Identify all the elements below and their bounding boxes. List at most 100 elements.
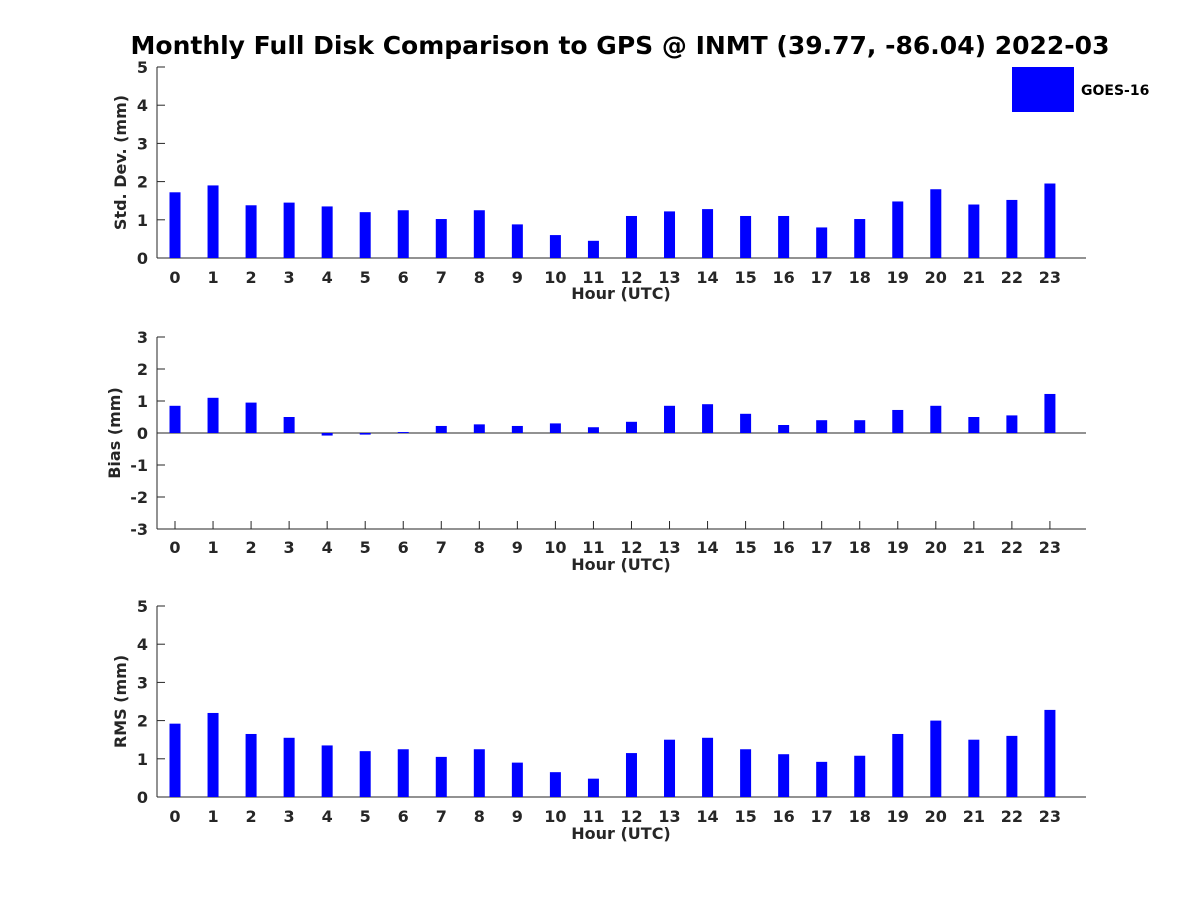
std-dev-x-tick-label: 4 [322,268,333,287]
rms-x-tick-label: 6 [398,807,409,826]
bias-y-tick-label: -1 [130,456,148,475]
rms-y-tick-label: 3 [137,673,148,692]
std-dev-y-tick-label: 2 [137,173,148,192]
std-dev-x-tick-label: 8 [474,268,485,287]
rms-bar [664,739,676,797]
rms-x-tick-label: 1 [207,807,218,826]
rms-x-tick-label: 0 [169,807,180,826]
std-dev-x-tick-label: 19 [887,268,909,287]
rms-x-tick-label: 19 [887,807,909,826]
rms-x-tick-label: 18 [849,807,871,826]
rms-bar [587,778,599,797]
bias-x-tick-label: 0 [169,538,180,557]
rms-x-tick-label: 10 [544,807,566,826]
std-dev-bar [435,219,447,258]
std-dev-x-axis-label: Hour (UTC) [571,284,671,303]
rms-y-tick-label: 5 [137,597,148,616]
rms-bar [549,772,561,797]
bias-bar [740,413,752,433]
std-dev-bar [321,206,333,258]
std-dev-x-tick-label: 23 [1039,268,1061,287]
bias-bar [778,425,790,433]
rms-bar [283,737,295,797]
std-dev-bar [702,209,714,258]
rms-x-tick-label: 14 [696,807,718,826]
bias-x-tick-label: 13 [658,538,680,557]
std-dev-bar [816,227,828,258]
rms-y-tick-label: 2 [137,712,148,731]
bias-bar [511,425,523,433]
std-dev-x-tick-label: 16 [773,268,795,287]
bias-bar [892,409,904,433]
rms-bar [892,733,904,797]
rms-bar [625,753,637,797]
std-dev-x-tick-label: 22 [1001,268,1023,287]
std-dev-x-tick-label: 21 [963,268,985,287]
bias-x-tick-label: 8 [474,538,485,557]
bias-x-tick-label: 17 [811,538,833,557]
rms-y-tick-label: 1 [137,750,148,769]
bias-x-tick-label: 3 [284,538,295,557]
bias-y-tick-label: 3 [137,328,148,347]
rms-x-tick-label: 4 [322,807,333,826]
bias-y-tick-label: 1 [137,392,148,411]
std-dev-y-tick-label: 5 [137,58,148,77]
bias-bar [625,421,637,433]
rms-x-tick-label: 20 [925,807,947,826]
rms-x-tick-label: 5 [360,807,371,826]
std-dev-x-tick-label: 18 [849,268,871,287]
bias-bar [207,397,219,433]
bias-x-tick-label: 11 [582,538,604,557]
std-dev-bar [169,192,181,258]
bias-y-tick-label: 0 [137,424,148,443]
std-dev-bar [930,189,942,258]
std-dev-bar [587,240,599,258]
std-dev-y-tick-label: 1 [137,211,148,230]
std-dev-x-tick-label: 13 [658,268,680,287]
legend: GOES-16 [1012,67,1149,112]
std-dev-x-tick-label: 20 [925,268,947,287]
bias-x-tick-label: 19 [887,538,909,557]
rms-x-tick-label: 8 [474,807,485,826]
rms-x-tick-label: 15 [734,807,756,826]
bias-bar [283,417,295,433]
chart-title: Monthly Full Disk Comparison to GPS @ IN… [131,31,1110,60]
bias-x-tick-label: 14 [696,538,718,557]
std-dev-x-tick-label: 0 [169,268,180,287]
std-dev-y-axis-label: Std. Dev. (mm) [111,95,130,230]
bias-x-tick-label: 20 [925,538,947,557]
bias-bar [359,433,371,435]
bias-x-tick-label: 5 [360,538,371,557]
bias-x-tick-label: 15 [734,538,756,557]
bias-bar [1044,393,1056,433]
rms-bar [702,737,714,797]
bias-x-tick-label: 21 [963,538,985,557]
rms-bar [207,712,219,797]
bias-bar [397,432,409,434]
std-dev-y-tick-label: 0 [137,249,148,268]
bias-x-tick-label: 18 [849,538,871,557]
std-dev-x-tick-label: 11 [582,268,604,287]
bias-bar [473,424,485,433]
rms-bar [321,745,333,797]
std-dev-bar [625,215,637,258]
rms-x-tick-label: 21 [963,807,985,826]
rms-x-tick-label: 23 [1039,807,1061,826]
std-dev-bar [283,202,295,258]
bias-x-tick-label: 6 [398,538,409,557]
bias-x-tick-label: 4 [322,538,333,557]
rms-bar [397,749,409,797]
bias-bar [435,425,447,433]
bias-bar [549,423,561,433]
std-dev-bar [1006,199,1018,258]
std-dev-bar [245,205,257,258]
bias-x-tick-label: 22 [1001,538,1023,557]
rms-x-axis-label: Hour (UTC) [571,824,671,843]
rms-x-tick-label: 16 [773,807,795,826]
std-dev-x-tick-label: 12 [620,268,642,287]
rms-bar [1044,709,1056,797]
bias-y-axis-label: Bias (mm) [105,387,124,479]
